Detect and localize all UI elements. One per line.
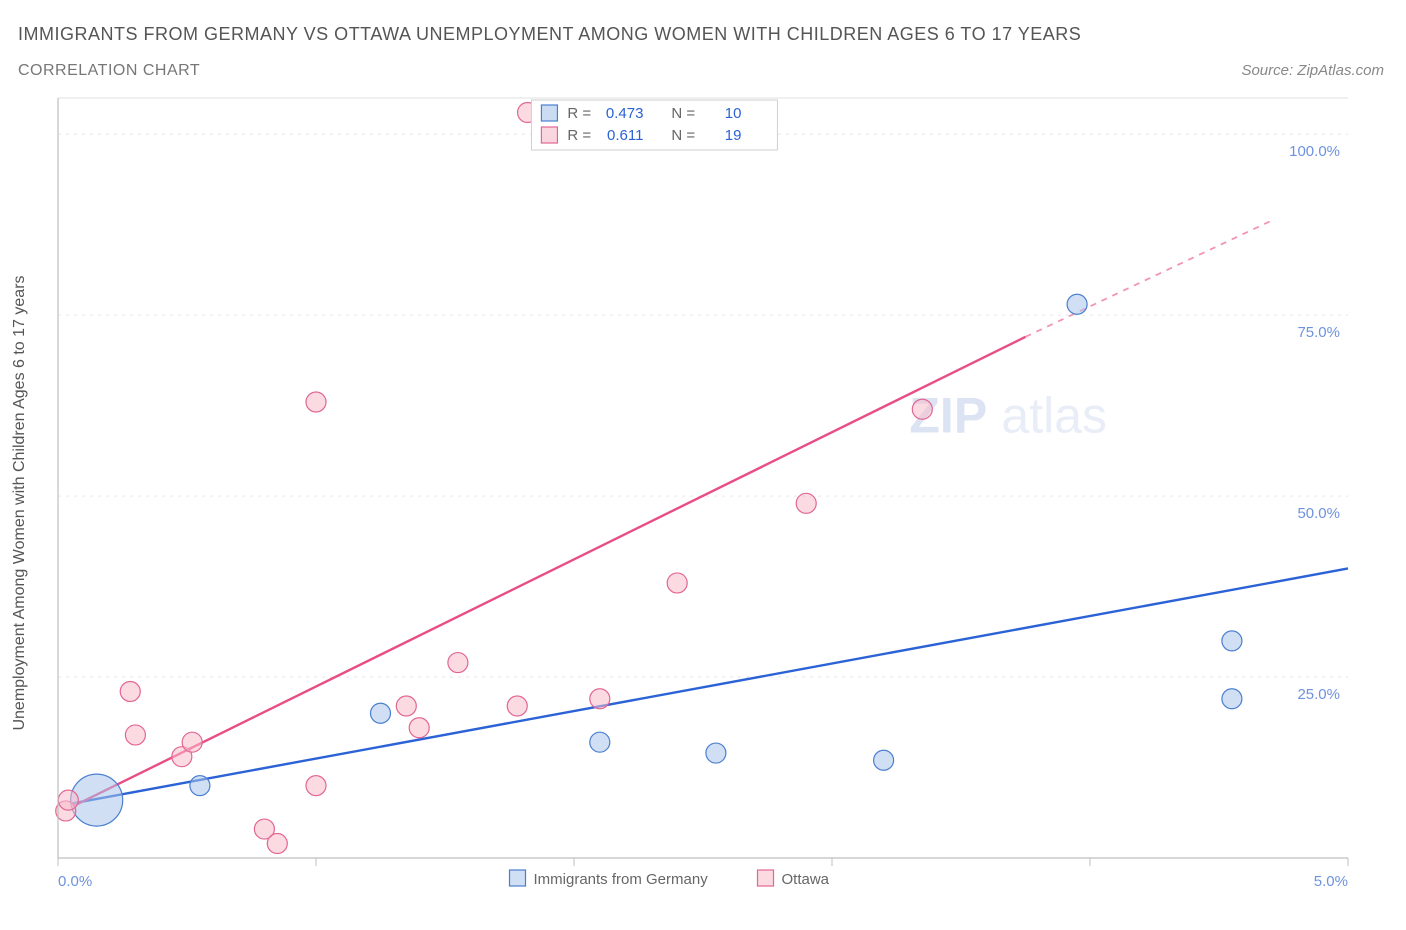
watermark: atlas [1001, 387, 1107, 443]
stat-r-value-ottawa: 0.611 [607, 127, 643, 144]
chart-subtitle: CORRELATION CHART [18, 62, 200, 80]
y-tick-label: 100.0% [1289, 143, 1340, 160]
data-point-ottawa [182, 732, 202, 752]
stat-n-value-germany: 10 [725, 105, 742, 122]
data-point-germany [706, 743, 726, 763]
data-point-ottawa [507, 696, 527, 716]
data-point-germany [1067, 294, 1087, 314]
y-tick-label: 25.0% [1297, 686, 1340, 703]
y-tick-label: 50.0% [1297, 505, 1340, 522]
stat-n-label: N = [671, 127, 695, 144]
stat-r-label: R = [567, 105, 591, 122]
y-tick-label: 75.0% [1297, 324, 1340, 341]
trend-line-germany [71, 568, 1348, 803]
legend-swatch-bottom-ottawa [758, 870, 774, 886]
legend-swatch-bottom-germany [510, 870, 526, 886]
data-point-germany [874, 750, 894, 770]
data-point-ottawa [267, 834, 287, 854]
legend-label-germany: Immigrants from Germany [534, 871, 709, 888]
data-point-ottawa [120, 682, 140, 702]
chart-container: Unemployment Among Women with Children A… [18, 92, 1388, 914]
stat-n-label: N = [671, 105, 695, 122]
trend-line-ottawa-extension [1026, 221, 1271, 337]
chart-title: IMMIGRANTS FROM GERMANY VS OTTAWA UNEMPL… [18, 24, 1081, 45]
data-point-germany [1222, 631, 1242, 651]
legend-swatch-ottawa [541, 127, 557, 143]
source-attribution: Source: ZipAtlas.com [1241, 62, 1384, 79]
data-point-germany [590, 732, 610, 752]
data-point-ottawa [306, 392, 326, 412]
x-tick-label: 5.0% [1314, 873, 1348, 890]
data-point-ottawa [667, 573, 687, 593]
data-point-germany [371, 703, 391, 723]
data-point-ottawa [396, 696, 416, 716]
data-point-ottawa [125, 725, 145, 745]
legend-label-ottawa: Ottawa [782, 871, 830, 888]
legend-swatch-germany [541, 105, 557, 121]
data-point-ottawa [306, 776, 326, 796]
trend-line-ottawa [71, 337, 1026, 807]
correlation-scatter-chart: 25.0%50.0%75.0%100.0% ZIPatlas 0.0%5.0% … [18, 92, 1388, 914]
data-point-ottawa [448, 653, 468, 673]
data-point-ottawa [409, 718, 429, 738]
stat-r-value-germany: 0.473 [606, 105, 644, 122]
data-point-ottawa [590, 689, 610, 709]
data-point-ottawa [796, 493, 816, 513]
data-point-ottawa [912, 399, 932, 419]
data-point-germany [1222, 689, 1242, 709]
x-tick-label: 0.0% [58, 873, 92, 890]
stat-r-label: R = [567, 127, 591, 144]
data-point-ottawa [58, 790, 78, 810]
stat-n-value-ottawa: 19 [725, 127, 742, 144]
data-point-germany [190, 776, 210, 796]
